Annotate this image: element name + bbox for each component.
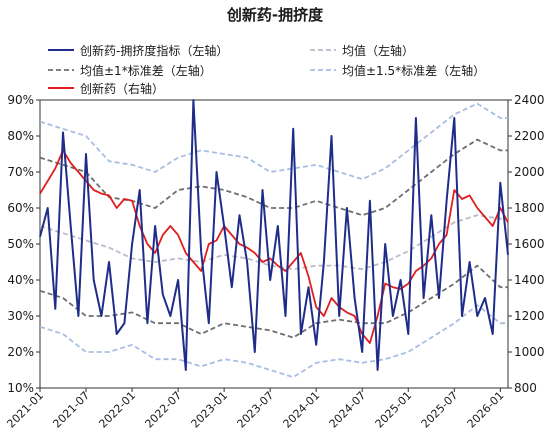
series-2-band-1 xyxy=(39,264,508,339)
x-tick-label: 2023-07 xyxy=(235,389,277,431)
left-tick-label: 90% xyxy=(7,93,34,107)
x-tick-label: 2022-07 xyxy=(143,389,185,431)
series-3-band-1 xyxy=(39,304,508,379)
legend-item-crowding: 创新药-拥挤度指标（左轴） xyxy=(48,43,228,58)
legend-label-crowding: 创新药-拥挤度指标（左轴） xyxy=(80,43,228,58)
x-tick-label: 2024-01 xyxy=(281,389,323,431)
right-tick-label: 1400 xyxy=(514,273,545,287)
right-tick-label: 2000 xyxy=(514,165,545,179)
left-tick-label: 30% xyxy=(7,309,34,323)
legend-item-mean: 均值（左轴） xyxy=(310,43,414,58)
series-2-band-0 xyxy=(39,138,508,217)
x-tick-label: 2024-07 xyxy=(327,389,369,431)
left-tick-label: 50% xyxy=(7,237,34,251)
left-tick-label: 60% xyxy=(7,201,34,215)
right-tick-label: 1600 xyxy=(514,237,545,251)
series-0-line xyxy=(39,99,509,371)
legend-label-std1: 均值±1*标准差（左轴） xyxy=(80,63,212,78)
legend-item-price: 创新药（右轴） xyxy=(48,81,164,96)
legend-label-price: 创新药（右轴） xyxy=(80,81,164,96)
left-tick-label: 40% xyxy=(7,273,34,287)
right-tick-label: 1800 xyxy=(514,201,545,215)
right-tick-label: 1200 xyxy=(514,309,545,323)
right-tick-label: 2200 xyxy=(514,129,545,143)
plot-frame xyxy=(39,99,509,389)
legend: 创新药-拥挤度指标（左轴） 均值（左轴） 均值±1*标准差（左轴） 均值±1.5… xyxy=(48,43,485,96)
x-tick-label: 2021-07 xyxy=(50,389,92,431)
x-tick-label: 2026-01 xyxy=(465,389,507,431)
plot-area xyxy=(39,99,509,379)
legend-label-std15: 均值±1.5*标准差（左轴） xyxy=(342,63,485,78)
left-tick-label: 80% xyxy=(7,129,34,143)
left-tick-label: 70% xyxy=(7,165,34,179)
left-tick-label: 20% xyxy=(7,345,34,359)
series-3-band-0 xyxy=(39,102,508,181)
legend-item-std1: 均值±1*标准差（左轴） xyxy=(48,63,212,78)
chart-title: 创新药-拥挤度 xyxy=(226,6,324,24)
right-tick-label: 2400 xyxy=(514,93,545,107)
x-tick-label: 2022-01 xyxy=(96,389,138,431)
left-tick-label: 10% xyxy=(7,381,34,395)
x-tick-label: 2025-01 xyxy=(373,389,415,431)
legend-item-std15: 均值±1.5*标准差（左轴） xyxy=(310,63,485,78)
right-tick-label: 1000 xyxy=(514,345,545,359)
x-tick-label: 2021-01 xyxy=(4,389,46,431)
series-4-line xyxy=(39,149,509,344)
x-tick-label: 2023-01 xyxy=(189,389,231,431)
legend-label-mean: 均值（左轴） xyxy=(342,43,414,58)
x-tick-label: 2025-07 xyxy=(419,389,461,431)
right-tick-label: 800 xyxy=(514,381,537,395)
